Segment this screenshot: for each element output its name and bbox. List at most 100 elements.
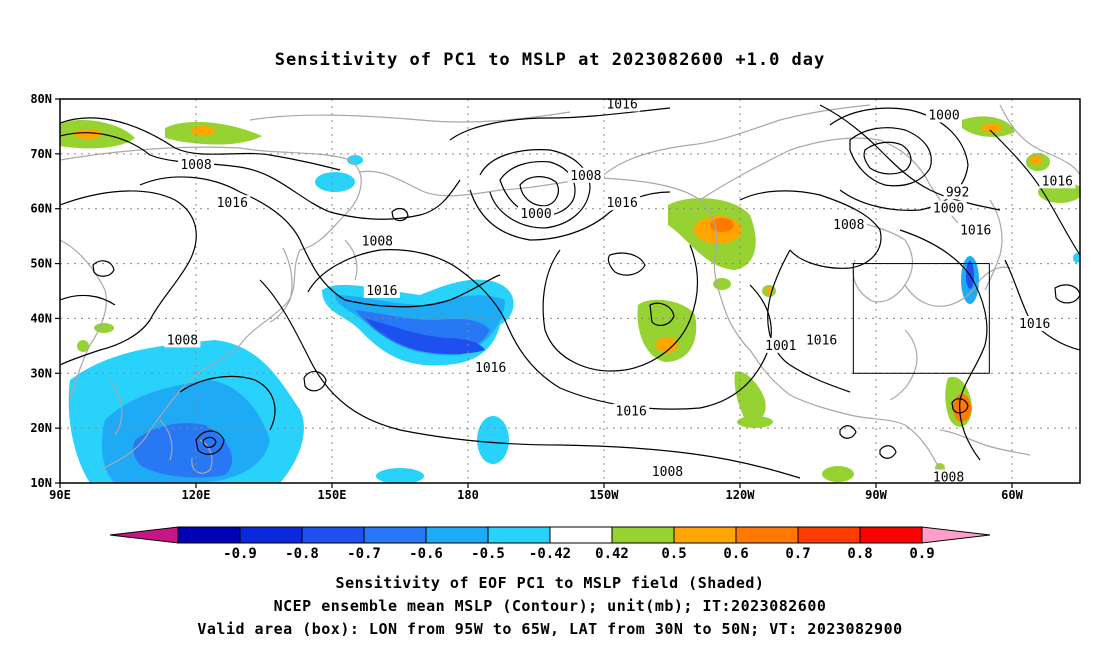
shade-positive-region	[94, 323, 114, 333]
contour-label: 1016	[606, 196, 637, 211]
lon-tick-label: 150W	[590, 488, 620, 502]
contour-label-bg	[613, 403, 650, 419]
colorbar-label: -0.42	[529, 546, 571, 562]
contour-label-bg	[359, 233, 396, 249]
contour-label-bg	[762, 337, 799, 353]
colorbar-swatch	[363, 526, 427, 544]
contour-label-bg	[363, 283, 400, 298]
shade-positive-region	[822, 466, 854, 482]
contour-label-bg	[830, 217, 867, 233]
colorbar-label: 0.6	[723, 546, 748, 562]
map-title: Sensitivity of PC1 to MSLP at 2023082600…	[274, 50, 826, 70]
contour-label: 1008	[167, 333, 198, 348]
colorbar: -0.9 -0.8 -0.7 -0.6 -0.5 -0.42 0.42 0.5 0.6 0.7 0.…	[109, 526, 991, 562]
contour-label-bg	[926, 107, 962, 123]
contour-label: 1016	[960, 224, 991, 239]
contour-label-bg	[957, 222, 994, 238]
colorbar-swatch	[487, 526, 551, 544]
shade-positive-region	[77, 340, 89, 352]
colorbar-swatch	[797, 526, 861, 544]
shade-negative-region	[315, 172, 355, 192]
shade-negative-region	[477, 416, 509, 464]
lat-tick-label: 40N	[30, 311, 52, 325]
contour-label: 1008	[933, 471, 964, 486]
lon-tick-label: 120E	[182, 488, 211, 502]
contour-labels: 1016 1008 1008 1016 1000 1016 1008 1016 1008 1016…	[164, 96, 1076, 486]
lon-tick-label: 120W	[726, 488, 756, 502]
colorbar-label: 0.9	[909, 546, 934, 562]
contour-label: 1000	[928, 108, 959, 123]
lat-tick-label: 10N	[30, 476, 52, 490]
contour-label-bg	[1039, 173, 1076, 189]
colorbar-swatch	[425, 526, 489, 544]
colorbar-label: 0.42	[595, 546, 629, 562]
contour-label-bg	[930, 200, 967, 216]
contour-label-bg	[803, 332, 840, 348]
shade-positive-region	[766, 288, 772, 294]
lat-tick-label: 70N	[30, 147, 52, 161]
contour-label-bg	[604, 195, 641, 211]
shade-positive-region	[982, 123, 1002, 133]
lat-tick-label: 30N	[30, 366, 52, 380]
colorbar-end-high	[921, 526, 991, 544]
contour-label: 992	[946, 185, 969, 200]
lat-tick-label: 60N	[30, 202, 52, 216]
shaded-sensitivity	[60, 116, 1080, 483]
contour-label: 1000	[933, 202, 964, 217]
lon-tick-label: 60W	[1001, 488, 1023, 502]
caption-valid-area: Valid area (box): LON from 95W to 65W, L…	[197, 620, 903, 638]
colorbar-label: -0.8	[285, 546, 319, 562]
colorbar-label: -0.9	[223, 546, 257, 562]
contour-label: 1008	[362, 235, 393, 250]
shade-negative-region	[133, 423, 233, 478]
colorbar-swatch	[549, 526, 613, 544]
shade-negative-region	[365, 318, 485, 355]
contour-label: 1008	[570, 169, 601, 184]
shade-positive-region	[1030, 155, 1042, 165]
contour-label: 1000	[520, 207, 551, 222]
contour-label: 1008	[180, 158, 211, 173]
lon-tick-label: 150E	[318, 488, 347, 502]
colorbar-label: 0.7	[785, 546, 810, 562]
lat-tick-label: 50N	[30, 257, 52, 271]
contour-label-bg	[518, 206, 554, 222]
lat-tick-label: 20N	[30, 421, 52, 435]
lon-tick-label: 90E	[49, 488, 71, 502]
plot-frame	[59, 98, 1081, 484]
contour-label: 1008	[833, 218, 864, 233]
map-axes: 10N 20N 30N 40N 50N 60N 70N 80N 90E 120E 150E 180 15…	[30, 92, 1023, 502]
contour-label: 1016	[366, 284, 397, 299]
lon-tick-label: 90W	[865, 488, 887, 502]
contour-label: 1008	[652, 465, 683, 480]
colorbar-swatch	[611, 526, 675, 544]
contour-label: 1016	[1042, 174, 1073, 189]
shade-negative-region	[376, 468, 424, 483]
contour-label-bg	[472, 359, 509, 375]
colorbar-label: -0.7	[347, 546, 381, 562]
shade-positive-region	[74, 129, 102, 139]
contour-label-bg	[214, 195, 251, 211]
shade-positive-region	[656, 337, 678, 353]
contour-label: 1016	[475, 361, 506, 376]
colorbar-swatch	[239, 526, 303, 544]
contour-label-bg	[164, 332, 201, 348]
colorbar-label: 0.5	[661, 546, 686, 562]
valid-area-box	[852, 263, 990, 374]
shade-negative-region	[1073, 253, 1080, 263]
lat-tick-label: 80N	[30, 92, 52, 106]
shade-positive-region	[737, 416, 773, 428]
colorbar-swatch	[177, 526, 241, 544]
lon-tick-label: 180	[457, 488, 479, 502]
contour-label: 1016	[806, 333, 837, 348]
shade-positive-region	[191, 126, 215, 136]
colorbar-swatch	[859, 526, 923, 544]
contour-label: 1016	[1019, 317, 1050, 332]
contour-label: 1016	[616, 405, 647, 420]
shade-negative-region	[347, 155, 363, 165]
colorbar-label: -0.5	[471, 546, 505, 562]
contour-label-bg	[604, 96, 641, 112]
contour-label-bg	[1016, 315, 1053, 331]
colorbar-swatch	[673, 526, 737, 544]
contour-label: 1001	[765, 339, 796, 354]
